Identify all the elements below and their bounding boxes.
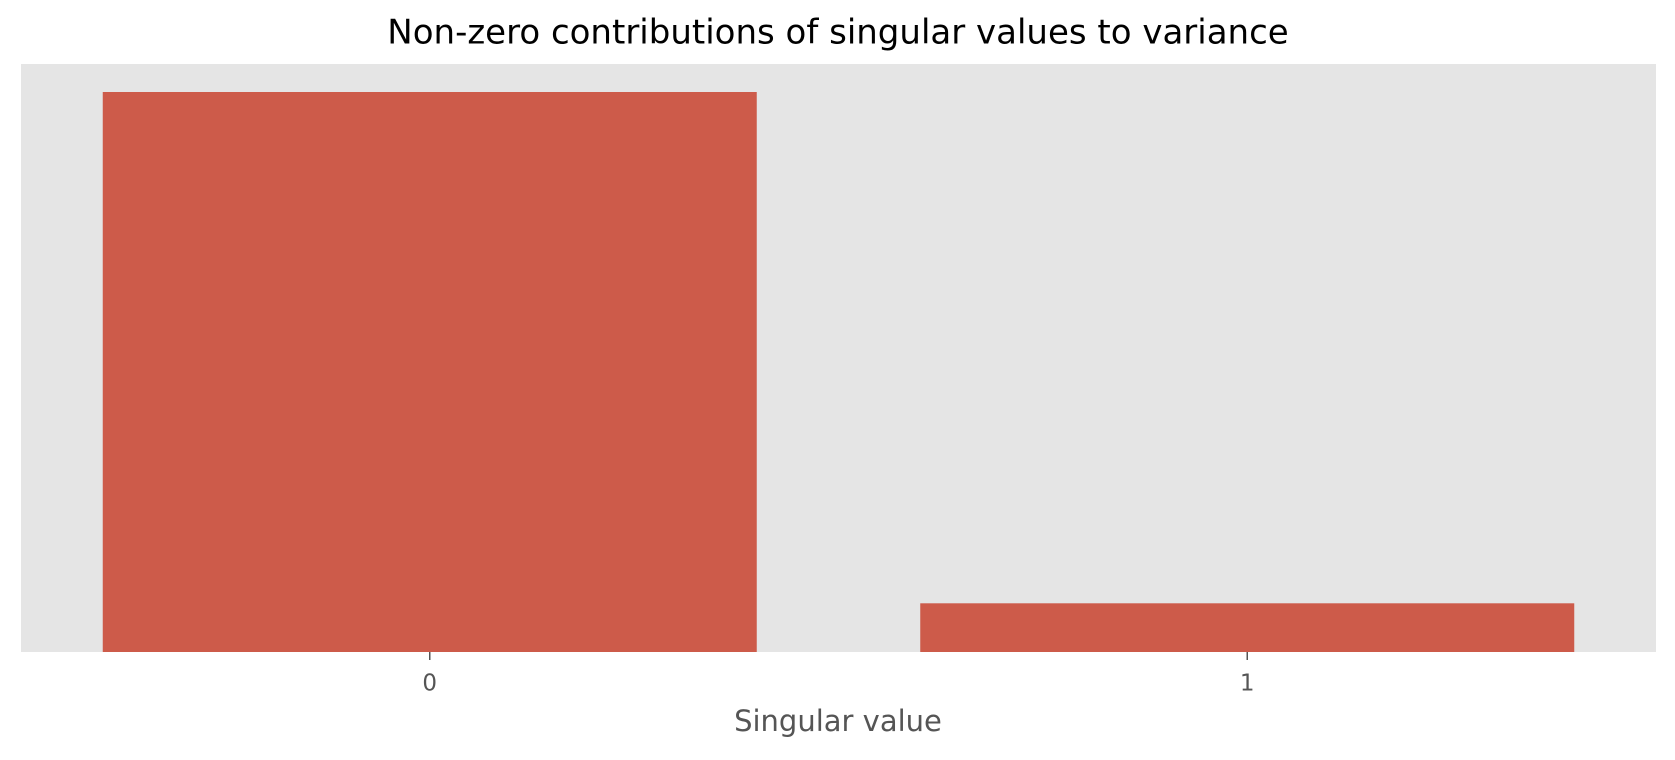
bar bbox=[102, 92, 757, 652]
x-axis-label: Singular value bbox=[734, 704, 942, 738]
bar bbox=[920, 603, 1575, 652]
x-tick-label: 1 bbox=[1240, 671, 1255, 697]
x-tick-label: 0 bbox=[422, 671, 437, 697]
chart-title: Non-zero contributions of singular value… bbox=[387, 13, 1288, 53]
